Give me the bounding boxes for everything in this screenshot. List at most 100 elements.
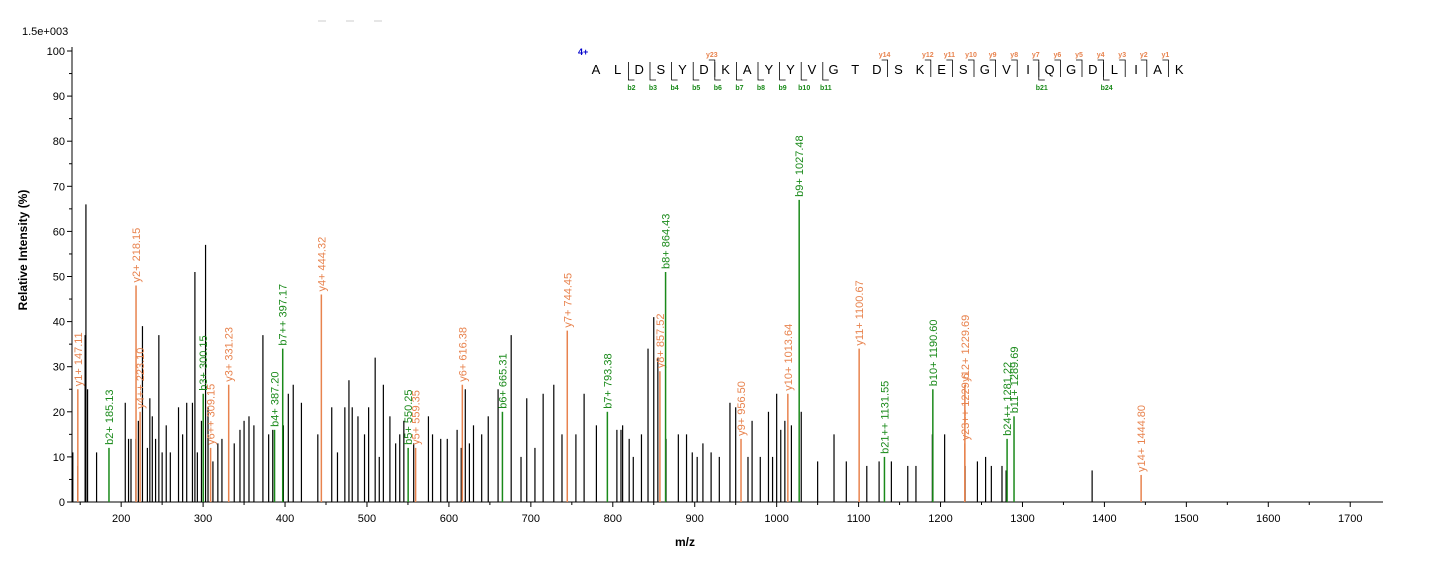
sequence-residue: Y — [678, 62, 687, 77]
y-tick-label: 60 — [53, 226, 65, 238]
y-fragment-label: y1 — [1162, 52, 1170, 59]
b-fragment-label: b7 — [735, 85, 743, 92]
y-fragment-marker — [946, 59, 953, 77]
y-ion-label: y11+ 1100.67 — [854, 280, 866, 345]
sequence-residue: L — [1111, 62, 1118, 77]
y-tick-label: 10 — [53, 452, 65, 464]
x-tick-label: 1000 — [764, 513, 788, 525]
sequence-residue: A — [592, 62, 601, 77]
y-fragment-label: y23 — [706, 52, 718, 59]
y-ion-label: y3+ 331.23 — [224, 327, 236, 382]
b-ion-label: b10+ 1190.60 — [928, 319, 940, 386]
x-tick-label: 300 — [194, 513, 212, 525]
x-axis-title: m/z — [675, 535, 695, 549]
y-fragment-marker — [1011, 59, 1018, 77]
y-fragment-label: y11 — [944, 52, 955, 59]
y-ion-label: y1+ 147.11 — [73, 332, 85, 386]
sequence-residue: T — [851, 62, 859, 77]
y-fragment-marker — [1032, 59, 1040, 77]
b-fragment-label: b10 — [798, 85, 810, 92]
y-fragment-marker — [708, 59, 716, 77]
x-tick-label: 200 — [112, 513, 130, 525]
b-fragment-label: b21 — [1036, 85, 1048, 92]
y-ion-label: y7+ 744.45 — [562, 273, 574, 328]
x-tick-label: 700 — [522, 513, 540, 525]
sequence-residue: D — [1088, 62, 1097, 77]
b-fragment-marker — [649, 62, 656, 81]
sequence-residue: K — [1175, 62, 1184, 77]
x-tick-label: 900 — [686, 513, 704, 525]
y-ion-label: y5+ 559.35 — [411, 390, 423, 445]
b-fragment-marker — [714, 62, 721, 81]
sequence-residue: K — [721, 62, 730, 77]
x-tick-label: 800 — [604, 513, 622, 525]
b-fragment-marker — [822, 62, 829, 81]
sequence-residue: D — [635, 62, 644, 77]
y-fragment-marker — [924, 59, 932, 77]
b-fragment-marker — [779, 62, 786, 81]
b-ion-label: b7+ 793.38 — [602, 353, 614, 408]
y-fragment-label: y10 — [965, 52, 977, 59]
x-tick-label: 1400 — [1092, 513, 1116, 525]
x-tick-label: 400 — [276, 513, 294, 525]
b-fragment-marker — [692, 62, 700, 81]
sequence-residue: Y — [786, 62, 795, 77]
sequence-residue: G — [980, 62, 990, 77]
b-fragment-marker — [1038, 62, 1045, 81]
y-tick-label: 40 — [53, 317, 65, 329]
x-tick-label: 1500 — [1174, 513, 1198, 525]
x-tick-label: 1300 — [1010, 513, 1034, 525]
y-ion-label: y10+ 1013.64 — [783, 324, 795, 391]
y-ion-label: y2+ 218.15 — [131, 228, 143, 283]
y-fragment-label: y2 — [1140, 52, 1148, 59]
y-fragment-label: y4 — [1097, 52, 1105, 59]
y-ion-label: y14+ 1444.80 — [1136, 405, 1148, 472]
x-tick-label: 1100 — [847, 513, 871, 525]
y-tick-label: 50 — [53, 272, 65, 284]
y-fragment-marker — [989, 59, 996, 77]
b-fragment-label: b3 — [649, 85, 657, 92]
y-axis-title: Relative Intensity (%) — [16, 190, 30, 311]
y-ion-label: y4+ 444.32 — [316, 237, 328, 292]
sequence-residue: V — [1002, 62, 1011, 77]
sequence-residue: Q — [1045, 62, 1055, 77]
y-fragment-label: y8 — [1010, 52, 1018, 59]
b-fragment-label: b6 — [714, 85, 722, 92]
sequence-residue: E — [937, 62, 946, 77]
b-fragment-marker — [757, 62, 764, 81]
b-ion-label: b3+ 300.15 — [198, 335, 210, 390]
y-fragment-marker — [1097, 59, 1104, 77]
intensity-scale-label: 1.5e+003 — [22, 26, 68, 38]
b-fragment-label: b11 — [820, 85, 832, 92]
sequence-residue: G — [1066, 62, 1076, 77]
b-fragment-marker — [800, 62, 808, 81]
b-fragment-label: b24 — [1101, 85, 1113, 92]
x-tick-label: 1600 — [1256, 513, 1280, 525]
y-ion-label: y6++ 309.15 — [206, 384, 218, 445]
y-ion-label: y9+ 956.50 — [736, 381, 748, 436]
sequence-residue: S — [894, 62, 903, 77]
y-ion-label: y4++ 223.10 — [135, 348, 147, 409]
x-tick-label: 500 — [358, 513, 376, 525]
b-fragment-label: b2 — [627, 85, 635, 92]
y-ion-label: y12+ 1229.69 — [960, 315, 972, 382]
unmatched-peaks — [72, 204, 1093, 502]
y-fragment-marker — [1054, 59, 1061, 77]
b-ion-label: b7++ 397.17 — [278, 284, 290, 346]
x-tick-label: 1700 — [1338, 513, 1362, 525]
b-fragment-marker — [1103, 62, 1110, 81]
y-ion-label: y6+ 616.38 — [457, 327, 469, 382]
sequence-residue: D — [699, 62, 708, 77]
sequence-residue: D — [872, 62, 881, 77]
x-tick-label: 1200 — [928, 513, 952, 525]
b-fragment-label: b4 — [671, 85, 679, 92]
b-ion-label: b6+ 665.31 — [497, 353, 509, 408]
b-ion-label: b9+ 1027.48 — [794, 135, 806, 196]
sequence-residue: A — [1153, 62, 1162, 77]
y-fragment-marker — [1162, 59, 1169, 77]
b-fragment-label: b8 — [757, 85, 765, 92]
b-ion-label: b4+ 387.20 — [270, 371, 282, 426]
b-ion-label: b2+ 185.13 — [104, 390, 116, 445]
